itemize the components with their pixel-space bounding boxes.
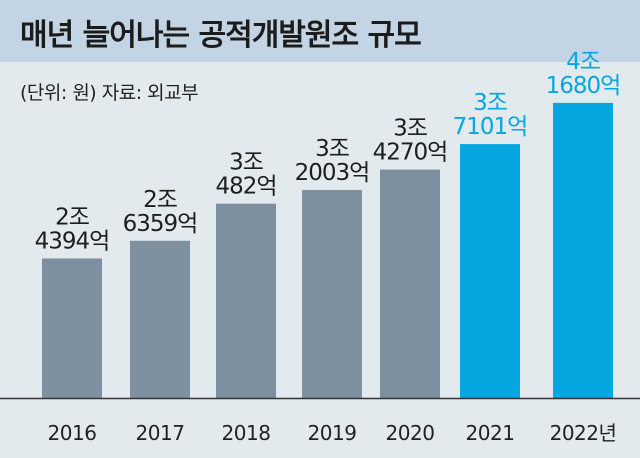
bar-2020 <box>380 169 440 398</box>
header-band <box>0 0 640 62</box>
x-tick-2018: 2018 <box>222 421 271 445</box>
chart-title: 매년 늘어나는 공적개발원조 규모 <box>20 18 422 53</box>
data-label-2022년-line1: 4조 <box>566 49 600 75</box>
data-label-2016-line1: 2조 <box>55 204 89 230</box>
bar-2017 <box>130 240 190 398</box>
data-label-2018-line1: 3조 <box>229 150 263 176</box>
data-label-2018-line2: 482억 <box>215 174 276 200</box>
data-label-2022년-line2: 1680억 <box>546 73 621 99</box>
data-label-2016-line2: 4394억 <box>35 228 110 254</box>
data-label-2019-line1: 3조 <box>315 136 349 162</box>
x-tick-2022년: 2022년 <box>550 421 617 445</box>
bar-2018 <box>216 203 276 398</box>
chart-subtitle: (단위: 원) 자료: 외교부 <box>20 82 199 104</box>
bar-2022년 <box>553 102 613 398</box>
data-label-2021-line2: 7101억 <box>453 114 528 140</box>
x-tick-2020: 2020 <box>386 421 435 445</box>
data-label-2021-line1: 3조 <box>473 90 507 116</box>
data-label-2017-line1: 2조 <box>143 187 177 213</box>
x-tick-2019: 2019 <box>308 421 357 445</box>
x-tick-2021: 2021 <box>466 421 515 445</box>
x-tick-2017: 2017 <box>136 421 185 445</box>
bar-2021 <box>460 144 520 398</box>
data-label-2019-line2: 2003억 <box>295 160 370 186</box>
data-label-2020-line2: 4270억 <box>373 140 448 166</box>
x-tick-2016: 2016 <box>48 421 97 445</box>
bar-2019 <box>302 189 362 398</box>
data-label-2017-line2: 6359억 <box>123 211 198 237</box>
data-label-2020-line1: 3조 <box>393 116 427 142</box>
bar-2016 <box>42 258 102 398</box>
